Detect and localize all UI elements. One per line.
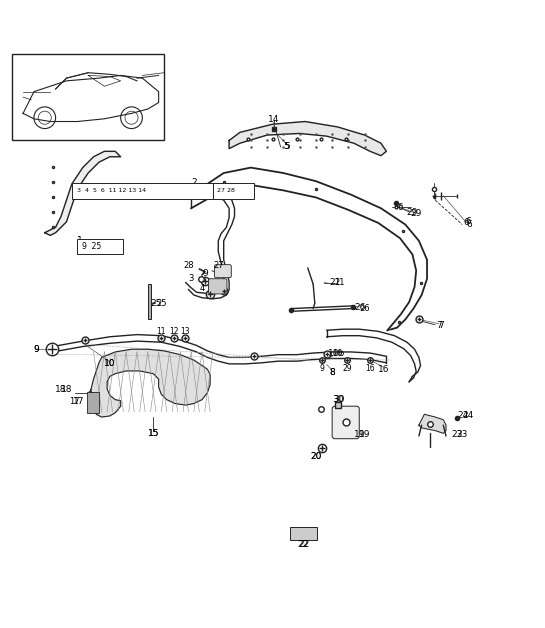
- FancyBboxPatch shape: [215, 264, 231, 278]
- Text: 6: 6: [467, 220, 473, 229]
- Text: 8: 8: [329, 368, 335, 377]
- Text: 10: 10: [104, 359, 116, 369]
- Text: 6: 6: [397, 203, 403, 212]
- Text: 30: 30: [332, 395, 343, 404]
- FancyBboxPatch shape: [77, 239, 123, 254]
- Text: 9: 9: [34, 345, 39, 354]
- Text: 21: 21: [335, 278, 346, 287]
- Text: 20: 20: [310, 452, 322, 461]
- Text: 2: 2: [191, 178, 197, 187]
- Text: 15: 15: [148, 429, 159, 438]
- Text: 10b: 10b: [328, 349, 345, 357]
- Text: 3  4  5  6  11 12 13 14: 3 4 5 6 11 12 13 14: [77, 188, 147, 193]
- Text: 5: 5: [284, 143, 290, 151]
- Text: 25: 25: [150, 299, 162, 308]
- Text: 15: 15: [148, 429, 159, 438]
- Text: 21: 21: [330, 278, 341, 287]
- Text: 5: 5: [283, 143, 289, 151]
- Text: 20: 20: [310, 452, 322, 461]
- Text: 28: 28: [183, 261, 194, 269]
- Text: 6: 6: [464, 219, 469, 227]
- Text: 22: 22: [298, 541, 309, 550]
- Text: 29: 29: [342, 364, 352, 373]
- Text: 9: 9: [202, 269, 208, 278]
- Polygon shape: [419, 414, 446, 433]
- Polygon shape: [229, 121, 386, 156]
- Text: 18: 18: [55, 386, 66, 394]
- Text: 19: 19: [354, 430, 365, 439]
- Text: 1: 1: [77, 236, 83, 246]
- Text: 26: 26: [359, 304, 370, 313]
- FancyBboxPatch shape: [213, 183, 253, 198]
- Text: 10: 10: [332, 349, 343, 357]
- Text: 23: 23: [451, 430, 463, 439]
- Text: 7: 7: [438, 322, 444, 330]
- Text: 10: 10: [104, 359, 116, 369]
- FancyBboxPatch shape: [290, 527, 317, 540]
- Text: 4: 4: [200, 284, 205, 293]
- Text: 12: 12: [169, 327, 179, 336]
- FancyBboxPatch shape: [87, 391, 99, 413]
- Text: 29: 29: [407, 208, 418, 217]
- Text: 3: 3: [189, 274, 194, 283]
- Text: 27: 27: [213, 261, 223, 269]
- Text: 17: 17: [69, 398, 80, 406]
- Text: 24: 24: [457, 411, 469, 420]
- Polygon shape: [45, 151, 120, 236]
- Text: 25: 25: [156, 299, 166, 308]
- Text: 14: 14: [268, 116, 279, 124]
- Text: 29: 29: [411, 209, 422, 218]
- Text: 16: 16: [365, 364, 375, 373]
- Polygon shape: [148, 284, 150, 320]
- FancyBboxPatch shape: [332, 406, 359, 439]
- Text: 8: 8: [329, 368, 335, 377]
- Text: 27 28: 27 28: [217, 188, 235, 193]
- Text: 30: 30: [333, 395, 344, 404]
- Text: 23: 23: [457, 430, 468, 439]
- Text: 6: 6: [465, 217, 471, 226]
- Text: 7: 7: [436, 322, 442, 330]
- Text: 13: 13: [180, 327, 190, 336]
- Text: 18: 18: [60, 386, 72, 394]
- Text: 17: 17: [73, 398, 84, 406]
- FancyBboxPatch shape: [209, 279, 227, 294]
- Text: 11: 11: [156, 327, 166, 336]
- Text: 26: 26: [354, 303, 366, 312]
- FancyBboxPatch shape: [12, 54, 164, 141]
- Text: 22: 22: [298, 540, 310, 549]
- Polygon shape: [91, 349, 210, 417]
- Text: 9: 9: [320, 364, 325, 373]
- Text: 19: 19: [359, 430, 371, 439]
- Text: 9: 9: [34, 345, 39, 354]
- Text: 16: 16: [378, 365, 390, 374]
- Text: 9  25: 9 25: [82, 242, 101, 251]
- FancyBboxPatch shape: [72, 183, 219, 198]
- Text: 24: 24: [462, 411, 474, 420]
